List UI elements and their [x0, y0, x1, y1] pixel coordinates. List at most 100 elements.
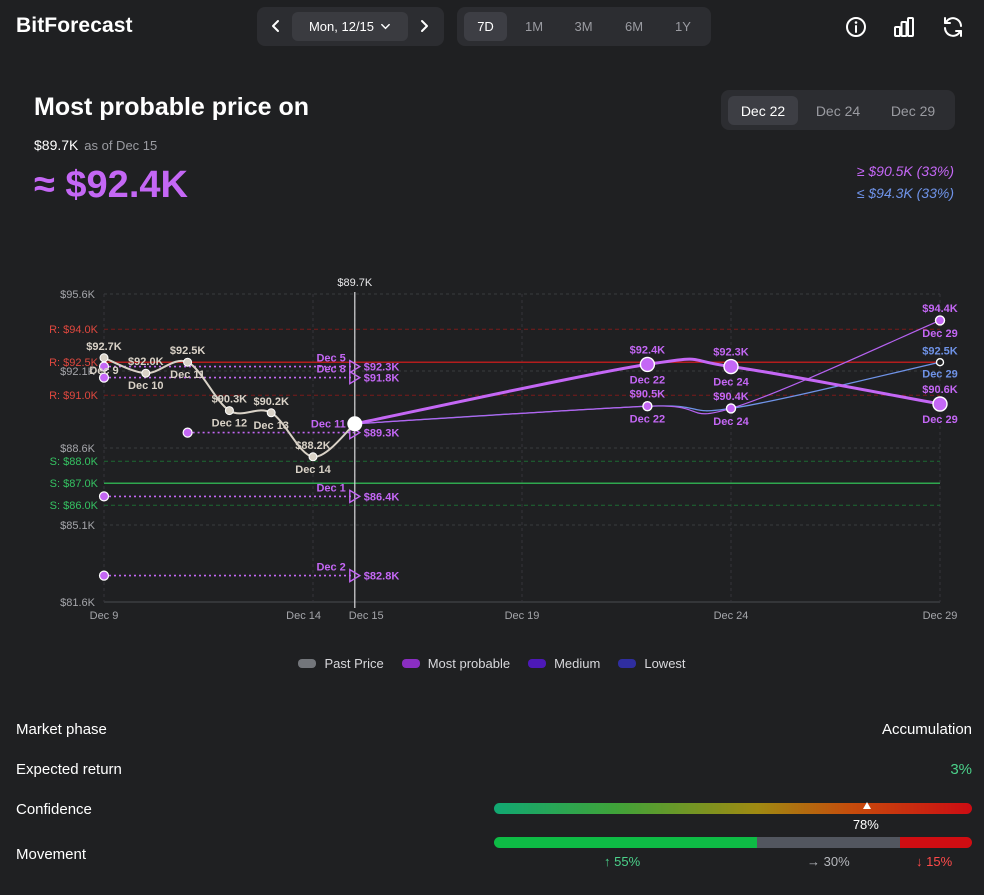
now-label: $89.7K: [337, 277, 373, 289]
medium-value: $94.4K: [922, 303, 958, 315]
x-tick-label: Dec 19: [505, 610, 540, 622]
as-of-label: as of Dec 15: [84, 138, 158, 153]
y-tick-label: $81.6K: [60, 597, 96, 609]
date-select-label: Mon, 12/15: [308, 19, 375, 34]
legend-label: Medium: [554, 656, 601, 671]
past-price-value: $92.7K: [86, 341, 122, 353]
past-price-point: [224, 406, 234, 416]
resistance-label: R: $92.5K: [49, 357, 99, 369]
most-probable-date: Dec 22: [630, 374, 665, 386]
bar-chart-icon[interactable]: [892, 15, 916, 39]
historic-prediction-origin: [98, 491, 110, 502]
confidence-value: 78%: [852, 817, 879, 832]
most-probable-point: [723, 358, 739, 375]
refresh-icon[interactable]: [941, 15, 965, 39]
top-bar: BitForecast Mon, 12/15 7D 1M 3M 6M 1Y: [0, 0, 984, 56]
y-tick-label: $95.6K: [60, 289, 96, 301]
past-price-point: [141, 368, 151, 378]
range-1m-button[interactable]: 1M: [524, 19, 544, 34]
past-price-point: [308, 452, 318, 462]
y-tick-label: $92.1K: [60, 366, 96, 378]
x-tick-label: Dec 9: [90, 610, 119, 622]
range-7d-button[interactable]: 7D: [464, 12, 507, 41]
date-select[interactable]: Mon, 12/15: [292, 12, 408, 41]
past-price-date: Dec 10: [128, 380, 163, 392]
movement-flat-value: → 30%: [807, 854, 850, 869]
legend-most-probable[interactable]: Most probable: [401, 656, 510, 671]
past-price-date: Dec 13: [253, 420, 288, 432]
resistance-label: R: $91.0K: [49, 390, 99, 402]
past-price-date: Dec 9: [89, 365, 118, 377]
past-price-value: $90.2K: [253, 396, 289, 408]
x-tick-label: Dec 24: [714, 610, 749, 622]
legend-lowest[interactable]: Lowest: [618, 656, 686, 671]
past-price-date: Dec 14: [295, 464, 331, 476]
movement-down-value: ↓ 15%: [916, 854, 953, 869]
tab-dec-29[interactable]: Dec 29: [890, 102, 936, 119]
medium-value: $90.5K: [630, 389, 666, 401]
past-price-point: [266, 408, 276, 418]
movement-flat-segment: [756, 837, 901, 848]
historic-prediction-date: Dec 2: [316, 562, 345, 574]
x-tick-label: Dec 15: [349, 610, 384, 622]
current-price: $89.7K: [34, 137, 79, 153]
historic-prediction-value: $86.4K: [364, 491, 400, 503]
legend-swatch: [401, 659, 420, 668]
medium-point: [934, 315, 946, 326]
historic-prediction-date: Dec 11: [311, 419, 346, 431]
expected-return-value: 3%: [950, 761, 972, 778]
confidence-label: Confidence: [16, 801, 92, 818]
tab-dec-24[interactable]: Dec 24: [815, 102, 861, 119]
legend-medium[interactable]: Medium: [528, 656, 600, 671]
range-1y-button[interactable]: 1Y: [675, 19, 691, 34]
range-6m-button[interactable]: 6M: [624, 19, 644, 34]
legend-label: Past Price: [324, 656, 384, 671]
movement-up-segment: [494, 837, 757, 848]
predicted-price: ≈ $92.4K: [34, 164, 188, 206]
most-probable-point: [932, 396, 948, 412]
chevron-left-icon[interactable]: [265, 15, 287, 37]
most-probable-point: [639, 356, 656, 373]
lowest-point: [935, 357, 945, 367]
medium-date: Dec 29: [922, 328, 957, 340]
legend-swatch: [618, 659, 637, 668]
current-price-line: $89.7K as of Dec 15: [34, 137, 157, 153]
movement-up-value: ↑ 55%: [604, 854, 641, 869]
historic-prediction-date: Dec 5: [316, 353, 345, 365]
support-label: S: $86.0K: [50, 500, 99, 512]
medium-date: Dec 24: [713, 416, 749, 428]
y-tick-label: $88.6K: [60, 443, 96, 455]
historic-prediction-value: $82.8K: [364, 571, 400, 583]
historic-prediction-arrow: [349, 489, 362, 504]
app-title: BitForecast: [16, 14, 133, 37]
market-phase-label: Market phase: [16, 721, 107, 738]
range-3m-button[interactable]: 3M: [574, 19, 593, 34]
legend-past-price[interactable]: Past Price: [298, 656, 384, 671]
medium-date: Dec 22: [630, 414, 665, 426]
support-label: S: $88.0K: [50, 456, 99, 468]
past-price-point: [99, 353, 109, 363]
past-price-value: $92.5K: [170, 345, 206, 357]
chevron-right-icon[interactable]: [413, 15, 435, 37]
expected-return-label: Expected return: [16, 761, 122, 778]
medium-series-line: [354, 319, 941, 425]
chevron-down-icon: [381, 23, 390, 30]
chart-legend: Past Price Most probable Medium Lowest: [0, 656, 984, 671]
target-date-tabs: Dec 22 Dec 24 Dec 29: [721, 90, 955, 130]
tab-dec-22[interactable]: Dec 22: [728, 96, 798, 125]
historic-prediction-origin: [98, 570, 110, 581]
most-probable-value: $92.3K: [713, 347, 749, 359]
historic-prediction-origin: [98, 372, 110, 383]
historic-prediction-origin: [182, 427, 193, 438]
resistance-label: R: $94.0K: [49, 324, 99, 336]
info-icon[interactable]: [844, 15, 868, 39]
most-probable-series-line: [354, 357, 941, 426]
support-label: S: $87.0K: [50, 478, 99, 490]
movement-bar: [494, 837, 972, 848]
past-price-point: [183, 357, 193, 367]
historic-prediction-value: $92.3K: [364, 362, 400, 374]
legend-swatch: [298, 659, 317, 668]
medium-value: $90.4K: [713, 391, 749, 403]
most-probable-date: Dec 29: [922, 414, 957, 426]
